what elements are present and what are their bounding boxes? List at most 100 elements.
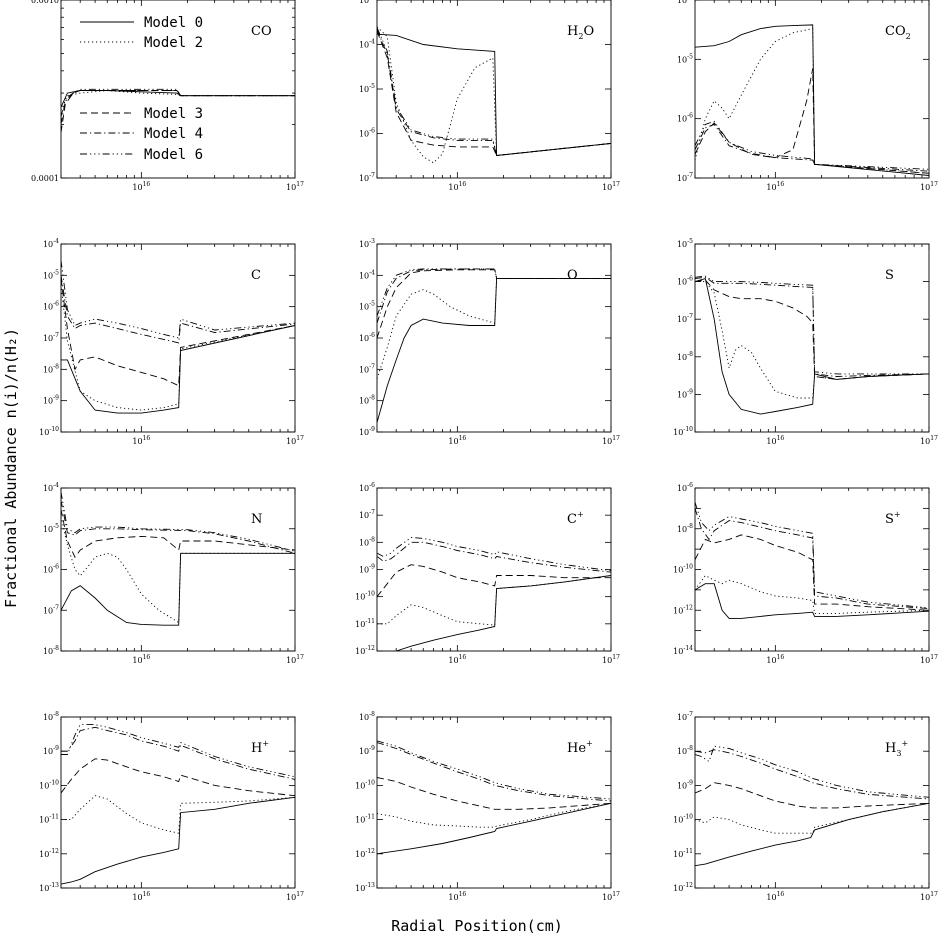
series-line-model-3	[695, 534, 929, 611]
plot-frame	[60, 0, 296, 179]
x-tick-label: 1017	[920, 891, 938, 902]
y-tick-label: 10-12	[39, 848, 59, 859]
x-tick-label: 1016	[766, 654, 784, 665]
y-tick-label: 10-6	[677, 276, 693, 287]
y-tick-label: 10-9	[43, 395, 59, 406]
y-tick-label: 10-3	[359, 238, 375, 249]
y-tick-label: 10-4	[43, 238, 59, 249]
series-line-model-2	[61, 516, 295, 624]
y-tick-label: 10-13	[355, 882, 375, 893]
species-label: C+	[567, 510, 584, 527]
y-tick-label: 10-12	[673, 882, 693, 893]
series-line-model-6	[695, 502, 929, 609]
series-line-model-3	[377, 269, 611, 339]
series-line-model-3	[695, 68, 929, 174]
legend-entry: Model 4	[80, 126, 203, 142]
series-line-model-4	[695, 276, 929, 377]
series-line-model-6	[377, 268, 611, 317]
y-tick-label: 10-14	[673, 645, 693, 656]
series-line-model-3	[377, 777, 611, 810]
series-line-model-6	[695, 275, 929, 375]
species-label: H2O	[567, 24, 594, 41]
y-tick-label: 10-8	[43, 711, 59, 722]
series-line-model-4	[61, 726, 295, 780]
y-tick-label: 10-8	[677, 351, 693, 362]
series-line-model-0	[695, 583, 929, 619]
y-tick-label: 10-7	[359, 509, 375, 520]
series-group	[377, 740, 611, 855]
series-line-model-6	[377, 27, 611, 156]
x-tick-label: 1016	[448, 435, 466, 446]
panel-C: 1016 1017 10-10 10-9 10-8 10-7 10-6 10-5 10-4 C	[39, 238, 304, 446]
y-tick-label: 10-3	[359, 0, 375, 5]
series-group	[61, 88, 295, 133]
panel-H3+: 1016 1017 10-12 10-11 10-10 10-9 10-8 10-7 H3+	[673, 711, 938, 902]
y-tick-label: 10-8	[677, 523, 693, 534]
plot-frame	[60, 716, 296, 889]
series-line-model-4	[377, 29, 611, 156]
series-line-model-2	[377, 802, 611, 828]
series-group	[377, 537, 611, 651]
legend-label: Model 6	[144, 147, 203, 163]
y-tick-label: 10-6	[359, 482, 375, 493]
y-tick-label: 10-9	[359, 745, 375, 756]
y-tick-label: 10-10	[39, 779, 59, 790]
y-tick-label: 10-5	[359, 301, 375, 312]
series-group	[377, 26, 611, 164]
panel-S+: 1016 1017 10-14 10-12 10-10 10-8 10-6 S+	[673, 482, 938, 665]
series-line-model-6	[377, 537, 611, 572]
x-tick-label: 1016	[766, 181, 784, 192]
legend-entry: Model 0	[80, 15, 203, 31]
series-line-model-4	[695, 508, 929, 610]
x-tick-label: 1016	[766, 891, 784, 902]
species-label: H+	[251, 739, 269, 756]
y-tick-label: 0.0001	[31, 174, 59, 183]
x-tick-label: 1016	[766, 435, 784, 446]
y-tick-label: 10-7	[359, 172, 375, 183]
series-line-model-3	[377, 30, 611, 156]
y-tick-label: 10-5	[359, 83, 375, 94]
y-tick-label: 10-9	[677, 388, 693, 399]
species-label: CO	[251, 24, 272, 39]
legend-label: Model 0	[144, 15, 203, 31]
species-label: CO2	[885, 24, 911, 41]
y-tick-label: 10-7	[359, 363, 375, 374]
legend-entry: Model 6	[80, 147, 203, 163]
y-tick-label: 10-5	[677, 53, 693, 64]
series-line-model-3	[61, 90, 295, 133]
series-line-model-6	[377, 740, 611, 800]
y-tick-label: 10-9	[359, 564, 375, 575]
y-tick-label: 10-11	[39, 814, 59, 825]
y-tick-label: 10-5	[677, 238, 693, 249]
y-tick-label: 10-10	[673, 814, 693, 825]
y-tick-label: 10-6	[677, 113, 693, 124]
y-tick-label: 10-9	[677, 779, 693, 790]
series-line-model-0	[61, 796, 295, 885]
y-tick-label: 10-7	[43, 604, 59, 615]
x-tick-label: 1017	[920, 654, 938, 665]
panel-H2O: 1016 1017 10-7 10-6 10-5 10-4 10-3 H2O	[359, 0, 620, 192]
series-line-model-0	[61, 90, 295, 108]
y-tick-label: 10-11	[355, 618, 375, 629]
series-line-model-4	[61, 275, 295, 344]
series-line-model-2	[695, 575, 929, 614]
series-line-model-0	[695, 802, 929, 867]
y-tick-label: 10-4	[359, 39, 375, 50]
species-label: He+	[567, 739, 593, 756]
species-label: S+	[885, 510, 901, 527]
y-tick-label: 10-4	[677, 0, 693, 5]
x-tick-label: 1016	[132, 435, 150, 446]
series-line-model-4	[61, 500, 295, 554]
series-line-model-3	[61, 509, 295, 559]
legend-label: Model 2	[144, 35, 203, 51]
y-tick-label: 10-8	[359, 395, 375, 406]
x-tick-label: 1017	[920, 435, 938, 446]
x-tick-label: 1016	[132, 654, 150, 665]
series-line-model-2	[61, 795, 295, 834]
y-tick-label: 10-8	[43, 645, 59, 656]
y-tick-label: 10-7	[677, 711, 693, 722]
series-line-model-2	[695, 802, 929, 834]
series-group	[695, 745, 929, 867]
panel-CO: 1016 1017 0.0001 0.0010 CO	[31, 0, 304, 192]
y-tick-label: 10-11	[673, 848, 693, 859]
